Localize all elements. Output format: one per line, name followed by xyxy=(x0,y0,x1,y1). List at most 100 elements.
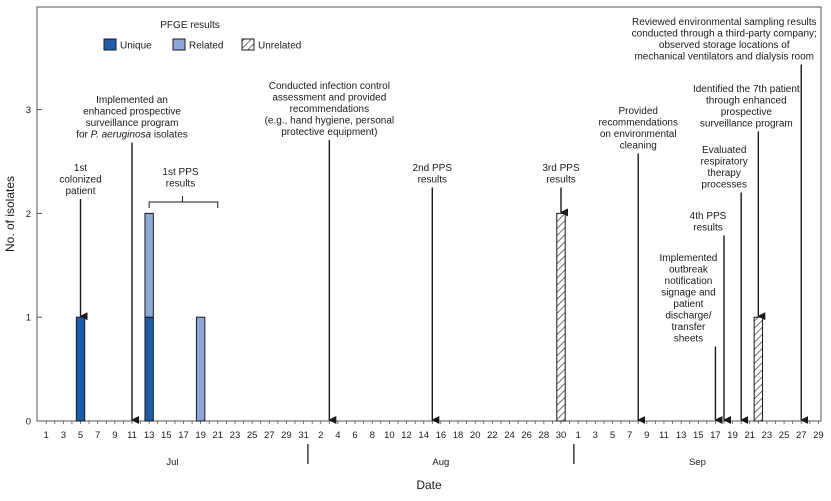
x-tick-label: 17 xyxy=(710,430,721,441)
annotation-text: Identified the 7th patient xyxy=(693,84,800,95)
x-tick-label: 25 xyxy=(779,430,790,441)
x-tick-label: 30 xyxy=(556,430,567,441)
x-tick-label: 1 xyxy=(576,430,581,441)
x-tick-label: 7 xyxy=(627,430,632,441)
annotation-text: sheets xyxy=(674,334,703,345)
annotation-text: 1st xyxy=(74,163,88,174)
annotation-text: Provided xyxy=(618,106,657,117)
annotation-text: surveillance program xyxy=(86,118,179,129)
x-tick-label: 29 xyxy=(813,430,824,441)
annotation-text: results xyxy=(418,175,447,186)
annotation-text: results xyxy=(693,223,722,234)
annotation-text: Implemented an xyxy=(96,95,168,106)
x-tick-label: 10 xyxy=(384,430,395,441)
legend-swatch-related xyxy=(172,38,186,51)
x-tick-label: 15 xyxy=(161,430,172,441)
x-tick-label: 27 xyxy=(796,430,807,441)
annotation-text: Reviewed environmental sampling results xyxy=(632,17,817,28)
x-tick-label: 13 xyxy=(676,430,687,441)
x-tick-label: 17 xyxy=(178,430,189,441)
annotation-text: prospective xyxy=(721,107,773,118)
x-tick-label: 13 xyxy=(144,430,155,441)
annotation-text: 4th PPS xyxy=(690,211,727,222)
x-tick-label: 31 xyxy=(298,430,309,441)
x-tick-label: 5 xyxy=(610,430,615,441)
legend-label-related: Related xyxy=(189,41,223,52)
annotation-text: through enhanced xyxy=(706,96,787,107)
x-tick-label: 20 xyxy=(470,430,481,441)
annotation-text: results xyxy=(166,179,195,190)
annotation-text: on environmental xyxy=(600,129,677,140)
legend: PFGE results Unique Related Unrelated xyxy=(103,20,301,52)
x-tick-label: 12 xyxy=(401,430,412,441)
x-tick-label: 19 xyxy=(727,430,738,441)
x-tick-label: 22 xyxy=(487,430,498,441)
x-tick-label: 8 xyxy=(370,430,375,441)
x-tick-label: 14 xyxy=(418,430,429,441)
x-tick-label: 3 xyxy=(593,430,598,441)
x-tick-label: 21 xyxy=(744,430,755,441)
annotation-text: results xyxy=(546,175,575,186)
legend-title: PFGE results xyxy=(160,20,219,31)
annotation-text: conducted through a third-party company; xyxy=(632,29,817,40)
bars xyxy=(75,212,764,422)
bar-unrelated xyxy=(556,212,566,422)
x-tick-label: 2 xyxy=(318,430,323,441)
annotation-text: cleaning xyxy=(620,141,657,152)
annotation-text: notification xyxy=(665,276,713,287)
x-tick-label: 24 xyxy=(504,430,515,441)
annotation-text: (e.g., hand hygiene, personal xyxy=(265,116,395,127)
annotation-text: respiratory xyxy=(701,157,748,168)
x-tick-label: 28 xyxy=(539,430,550,441)
bar-unique xyxy=(144,316,154,422)
annotation-text: transfer xyxy=(671,322,706,333)
annotation-text: therapy xyxy=(708,168,741,179)
y-tick-label: 1 xyxy=(26,313,31,324)
annotation-text: 1st PPS xyxy=(162,167,198,178)
x-tick-label: 9 xyxy=(644,430,649,441)
annotation-text: protective equipment) xyxy=(281,127,377,138)
month-label: Aug xyxy=(432,457,449,468)
annotation-text: 2nd PPS xyxy=(413,163,453,174)
annotation-text: processes xyxy=(701,180,747,191)
x-tick-label: 6 xyxy=(352,430,357,441)
annotation-text: Evaluated xyxy=(702,145,746,156)
annotation-text: assessment and provided xyxy=(272,93,386,104)
annotation-text: recommendations xyxy=(290,104,369,115)
x-tick-label: 3 xyxy=(61,430,66,441)
bar-unrelated xyxy=(753,316,764,422)
x-tick-label: 19 xyxy=(195,430,206,441)
annotation-text: enhanced prospective xyxy=(83,107,181,118)
annotation-text: 3rd PPS xyxy=(542,163,580,174)
bar-unique xyxy=(75,316,86,422)
x-tick-label: 16 xyxy=(436,430,447,441)
x-tick-label: 29 xyxy=(281,430,292,441)
x-tick-label: 4 xyxy=(335,430,340,441)
annotation-text: signage and xyxy=(661,288,716,299)
annotation-text: patient xyxy=(66,186,96,197)
x-tick-label: 11 xyxy=(659,430,669,441)
x-tick-label: 11 xyxy=(127,430,137,441)
x-axis-title: Date xyxy=(416,478,442,492)
legend-swatch-unique xyxy=(103,38,117,51)
x-tick-label: 27 xyxy=(264,430,275,441)
annotation-text: discharge/ xyxy=(665,311,711,322)
bar-related xyxy=(144,212,154,318)
x-tick-label: 21 xyxy=(213,430,224,441)
y-axis: 0 1 2 3 xyxy=(26,105,42,428)
x-tick-label: 23 xyxy=(762,430,773,441)
y-tick-label: 3 xyxy=(26,105,31,116)
month-label: Jul xyxy=(166,457,178,468)
x-tick-label: 23 xyxy=(230,430,241,441)
annotation-a12: Reviewed environmental sampling resultsc… xyxy=(632,17,817,424)
